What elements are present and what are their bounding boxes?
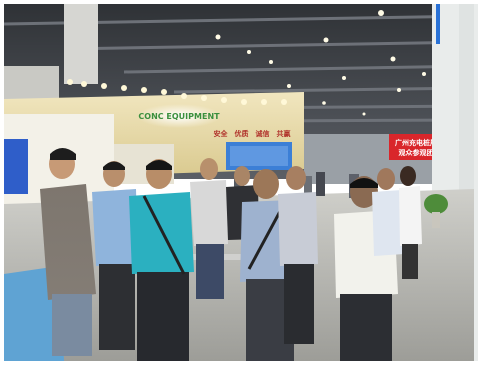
photo-canvas: CONC EQUIPMENT 安全 优质 诚信 共赢 广州充电桩展 观众参观团 bbox=[4, 4, 478, 361]
visitor-mid-white-shirt bbox=[278, 166, 318, 344]
visitor-striped-shirt bbox=[190, 158, 228, 299]
ceiling-lights bbox=[215, 10, 426, 116]
visitor-blue-shirt-bag bbox=[92, 161, 138, 350]
red-sign-line1: 广州充电桩展 bbox=[395, 138, 438, 147]
visitor-plaid-shirt bbox=[40, 148, 127, 356]
booth-slogan: 安全 优质 诚信 共赢 bbox=[214, 129, 291, 138]
booth-logo: CONC EQUIPMENT bbox=[138, 112, 220, 121]
exhibition-photo: CONC EQUIPMENT 安全 优质 诚信 共赢 广州充电桩展 观众参观团 bbox=[4, 4, 478, 361]
blue-display bbox=[4, 139, 28, 194]
booth-lights bbox=[67, 79, 287, 105]
potted-plant bbox=[424, 194, 448, 228]
logo-glow bbox=[137, 104, 221, 128]
visitor-right-group bbox=[372, 166, 422, 279]
red-sign-line2: 观众参观团 bbox=[399, 148, 434, 157]
pillar-left bbox=[64, 4, 98, 84]
visitor-teal-shirt bbox=[129, 159, 194, 361]
